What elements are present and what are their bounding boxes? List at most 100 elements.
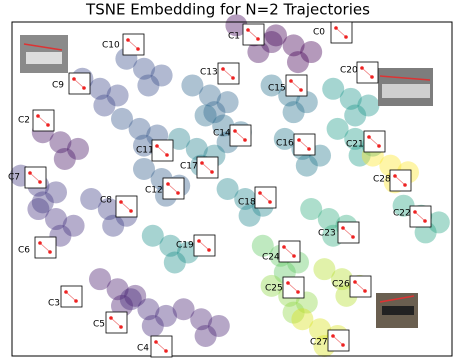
trajectory-end <box>344 35 348 39</box>
trajectory-start <box>154 340 158 344</box>
trajectory-end <box>119 325 123 329</box>
trajectory-end <box>164 349 168 353</box>
cluster-label: C28 <box>373 175 391 185</box>
trajectory-end <box>136 47 140 51</box>
cluster-label: C26 <box>332 280 350 290</box>
trajectory-arrow <box>259 192 271 203</box>
cluster-label: C19 <box>176 241 194 251</box>
point <box>133 157 155 180</box>
point <box>238 204 261 227</box>
point <box>282 101 305 124</box>
trajectory-end <box>165 153 169 157</box>
trajectory-start <box>353 280 357 284</box>
cluster-label: C25 <box>265 284 283 294</box>
photo-inset <box>20 35 68 73</box>
cluster-label: C14 <box>213 129 231 139</box>
trajectory-arrow <box>37 115 49 126</box>
trajectory-start <box>246 28 250 32</box>
point <box>273 127 296 150</box>
trajectory-arrow <box>335 27 347 38</box>
point <box>300 41 323 64</box>
point <box>194 324 217 347</box>
trajectory-end <box>351 235 355 239</box>
point <box>199 84 221 107</box>
point <box>194 104 217 127</box>
photo-inset <box>378 68 433 106</box>
cluster-label: C22 <box>393 209 411 219</box>
point <box>317 208 340 231</box>
trajectory-arrow <box>247 29 259 40</box>
cluster-label: C27 <box>310 338 328 348</box>
trajectory-start <box>297 138 301 142</box>
trajectory-arrow <box>332 335 344 346</box>
cluster-label: C1 <box>228 32 240 42</box>
point <box>128 117 151 140</box>
point <box>260 274 283 297</box>
trajectory-end <box>423 219 427 223</box>
trajectory-arrow <box>234 130 246 141</box>
point <box>106 84 129 107</box>
trajectory-start <box>360 66 364 70</box>
trajectory-arrow <box>414 211 426 222</box>
cluster-label: C17 <box>180 162 198 172</box>
cluster-label: C24 <box>262 253 280 263</box>
trajectory-arrow <box>368 136 380 147</box>
trajectory-start <box>367 135 371 139</box>
point <box>141 224 164 247</box>
trajectory-start <box>166 182 170 186</box>
trajectory-arrow <box>39 242 51 253</box>
point <box>344 127 367 150</box>
cluster-label: C21 <box>346 140 364 150</box>
point <box>313 258 336 281</box>
trajectory-end <box>207 248 211 252</box>
point <box>168 127 191 150</box>
point <box>137 298 160 321</box>
trajectory-end <box>299 88 303 92</box>
point <box>102 214 125 237</box>
trajectory-end <box>48 250 52 254</box>
cluster-label: C12 <box>145 186 163 196</box>
cluster-label: C10 <box>102 41 120 51</box>
point <box>97 198 120 221</box>
cluster-label: C7 <box>8 173 20 183</box>
point <box>216 178 239 200</box>
point <box>295 91 318 114</box>
point <box>295 154 318 177</box>
trajectory-end <box>210 170 214 174</box>
trajectory-arrow <box>110 317 122 328</box>
trajectory-start <box>72 77 76 81</box>
point <box>163 251 186 274</box>
point <box>282 34 305 57</box>
trajectory-start <box>334 26 338 30</box>
trajectory-start <box>109 316 113 320</box>
trajectory-start <box>286 281 290 285</box>
point <box>106 278 129 301</box>
trajectory-arrow <box>155 341 167 352</box>
point <box>124 284 147 307</box>
point <box>322 77 345 100</box>
cluster-label: C15 <box>268 84 286 94</box>
point <box>133 134 155 157</box>
point <box>177 241 199 264</box>
trajectory-arrow <box>201 162 213 173</box>
trajectory-end <box>46 123 50 127</box>
point <box>181 74 204 97</box>
trajectory-arrow <box>156 145 168 156</box>
point <box>260 74 283 97</box>
point <box>282 301 305 324</box>
point <box>49 131 72 154</box>
trajectory-arrow <box>29 172 41 183</box>
point <box>207 314 230 337</box>
trajectory-end <box>268 200 272 204</box>
point <box>344 104 367 127</box>
trajectory-end <box>296 290 300 294</box>
trajectory-arrow <box>167 183 179 194</box>
point <box>216 91 239 114</box>
trajectory-end <box>341 343 345 347</box>
cluster-label: C18 <box>238 198 256 208</box>
trajectory-arrow <box>283 246 295 257</box>
trajectory-arrow <box>73 78 85 89</box>
point <box>133 57 155 80</box>
trajectory-arrow <box>287 282 299 293</box>
annotations: C0 C1 C2 C3 C4 C5 C6 C7 C8 C9 C10 C11 C12 C13 C14 C15 C1… <box>8 21 432 358</box>
